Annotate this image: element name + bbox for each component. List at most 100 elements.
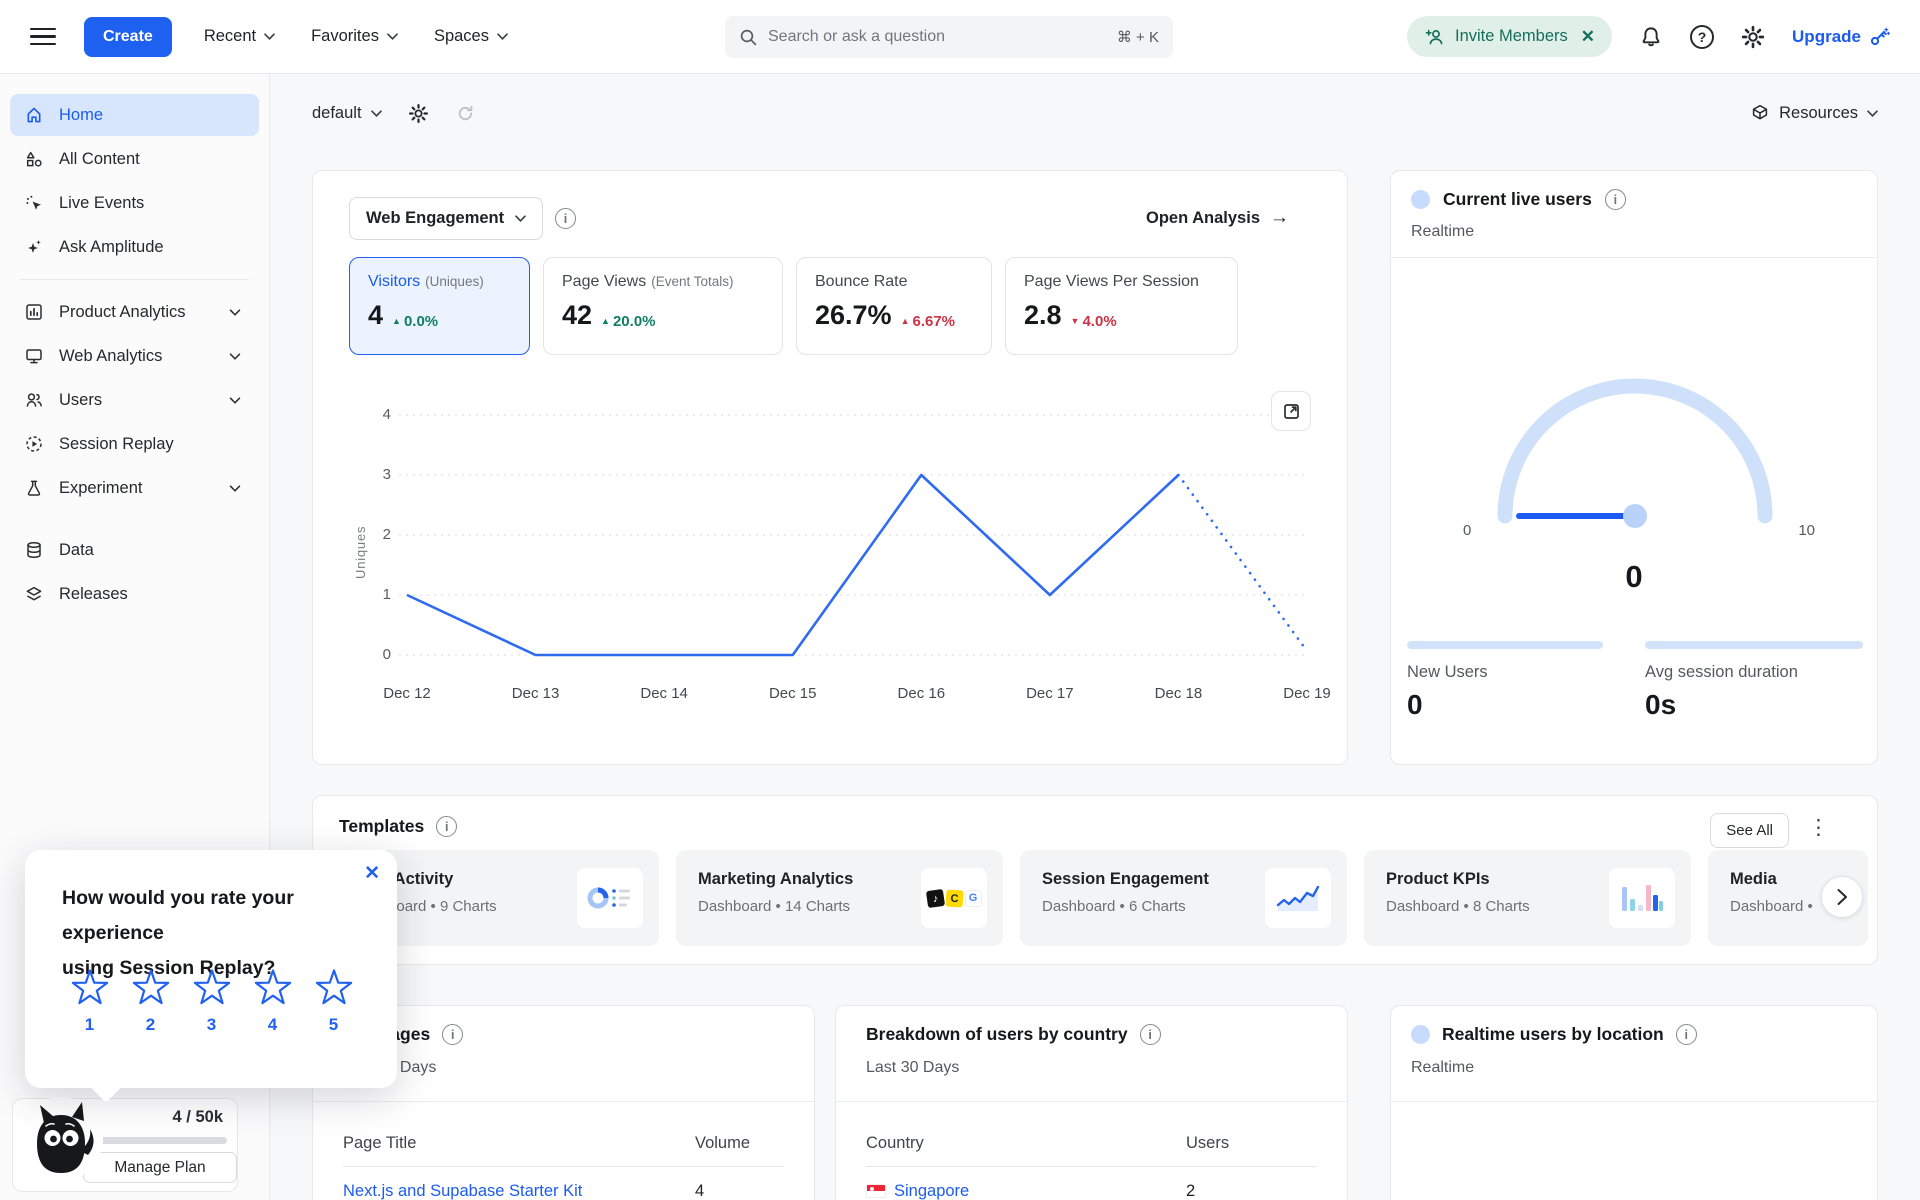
close-icon[interactable]: ✕ <box>364 863 380 884</box>
table-row-users: 2 <box>1186 1182 1196 1200</box>
kebab-menu-icon[interactable]: ⋮ <box>1808 816 1829 839</box>
search-input[interactable] <box>768 28 1107 46</box>
chevron-down-icon <box>229 308 241 316</box>
table-row-page-link[interactable]: Next.js and Supabase Starter Kit <box>343 1182 583 1200</box>
sparkle-icon <box>28 240 41 253</box>
templates-scroll-next-button[interactable] <box>1821 876 1863 918</box>
metric-tab-page-views[interactable]: Page Views (Event Totals) 42 ▲ 20.0% <box>543 257 783 355</box>
info-icon[interactable] <box>555 208 576 229</box>
sidebar-item-live-events[interactable]: Live Events <box>10 182 259 224</box>
template-card-marketing-analytics[interactable]: Marketing Analytics Dashboard • 14 Chart… <box>676 850 1003 946</box>
sidebar-item-releases[interactable]: Releases <box>10 573 259 615</box>
sidebar-item-session-replay[interactable]: Session Replay <box>10 423 259 465</box>
divider <box>1391 1101 1877 1102</box>
info-icon[interactable] <box>436 816 458 837</box>
amplitude-mascot[interactable] <box>16 1093 108 1189</box>
line-chart-thumbnail-icon <box>1265 868 1331 928</box>
chevron-right-icon <box>1837 889 1847 905</box>
see-all-button[interactable]: See All <box>1710 813 1789 848</box>
live-users-gauge: 0 10 <box>1463 356 1815 539</box>
notifications-bell-icon[interactable] <box>1639 25 1663 49</box>
favorites-menu[interactable]: Favorites <box>311 27 398 46</box>
spaces-menu[interactable]: Spaces <box>434 27 508 46</box>
refresh-icon[interactable] <box>455 103 476 124</box>
metric-tab-bounce-rate[interactable]: Bounce Rate 26.7% ▲ 6.67% <box>796 257 992 355</box>
star-icon <box>315 969 352 1005</box>
world-map <box>1391 1176 1878 1200</box>
web-engagement-selector[interactable]: Web Engagement <box>349 197 544 240</box>
chevron-down-icon <box>387 33 398 40</box>
help-icon[interactable]: ? <box>1690 24 1715 49</box>
database-icon <box>27 541 41 559</box>
rating-star-3[interactable]: 3 <box>191 968 232 1035</box>
donut-list-thumbnail-icon <box>577 868 643 928</box>
metric-tabs: Visitors (Uniques) 4 ▲ 0.0% Page Views (Even… <box>349 257 1238 355</box>
gauge-max-label: 10 <box>1798 522 1815 539</box>
board-selector-dropdown[interactable]: default <box>312 104 382 123</box>
info-icon[interactable] <box>1604 189 1626 210</box>
search-icon <box>740 29 757 45</box>
x-tick-label: Dec 18 <box>1154 685 1203 702</box>
sidebar-item-web-analytics[interactable]: Web Analytics <box>10 335 259 377</box>
settings-gear-icon[interactable] <box>1741 25 1765 49</box>
rating-star-4[interactable]: 4 <box>252 968 293 1035</box>
country-breakdown-card: Breakdown of users by country Last 30 Da… <box>835 1005 1348 1200</box>
create-button[interactable]: Create <box>84 16 172 57</box>
sidebar-item-product-analytics[interactable]: Product Analytics <box>10 291 259 333</box>
metric-delta: ▲ 20.0% <box>601 312 656 330</box>
manage-plan-button[interactable]: Manage Plan <box>83 1152 237 1183</box>
cursor-spark-icon <box>26 195 41 210</box>
table-header-divider <box>343 1166 784 1167</box>
invite-dismiss-icon[interactable]: ✕ <box>1580 26 1596 46</box>
rating-star-5[interactable]: 5 <box>313 968 354 1035</box>
shapes-icon <box>26 151 42 167</box>
sidebar-item-data[interactable]: Data <box>10 529 259 571</box>
stat-value: 0s <box>1645 689 1677 720</box>
table-row-volume: 4 <box>695 1182 705 1200</box>
info-icon[interactable] <box>1675 1024 1697 1045</box>
chevron-down-icon <box>497 33 508 40</box>
rating-star-1[interactable]: 1 <box>69 968 110 1035</box>
sidebar-item-all-content[interactable]: All Content <box>10 138 259 180</box>
y-tick-label: 4 <box>382 406 391 423</box>
chevron-down-icon <box>229 396 241 404</box>
navbar-right-group: Invite Members ✕ ? Upgrade <box>1406 16 1890 57</box>
upgrade-button[interactable]: Upgrade <box>1792 26 1890 48</box>
country-link[interactable]: Singapore <box>894 1182 970 1200</box>
info-icon[interactable] <box>442 1024 464 1045</box>
y-tick-label: 0 <box>382 646 391 663</box>
expand-chart-button[interactable] <box>1271 391 1311 431</box>
hamburger-menu-icon[interactable] <box>30 27 56 46</box>
sidebar-item-users[interactable]: Users <box>10 379 259 421</box>
template-card-product-kpis[interactable]: Product KPIs Dashboard • 8 Charts <box>1364 850 1691 946</box>
metric-tab-visitors[interactable]: Visitors (Uniques) 4 ▲ 0.0% <box>349 257 530 355</box>
main-content: default Resources Web Engagement Open An… <box>270 74 1920 1200</box>
table-row-country: Singapore <box>866 1182 969 1200</box>
y-tick-label: 2 <box>382 526 391 543</box>
sidebar-item-home[interactable]: Home <box>10 94 259 136</box>
metric-value: 4 <box>368 300 384 330</box>
x-tick-label: Dec 17 <box>1026 685 1074 702</box>
table-header-divider <box>866 1166 1317 1167</box>
recent-menu[interactable]: Recent <box>204 27 275 46</box>
invite-members-button[interactable]: Invite Members ✕ <box>1406 16 1613 57</box>
home-icon <box>27 107 41 123</box>
board-settings-gear-icon[interactable] <box>408 103 429 124</box>
template-card-session-engagement[interactable]: Session Engagement Dashboard • 6 Charts <box>1020 850 1347 946</box>
open-analysis-button[interactable]: Open Analysis → <box>1145 207 1289 228</box>
chevron-down-icon <box>264 33 275 40</box>
global-search[interactable]: ⌘ + K <box>725 16 1173 58</box>
x-tick-label: Dec 14 <box>640 685 688 702</box>
section-title: Templates <box>339 816 425 836</box>
metric-tab-page-views-per-session[interactable]: Page Views Per Session 2.8 ▼ 4.0% <box>1005 257 1238 355</box>
column-header-users: Users <box>1186 1134 1230 1152</box>
resources-dropdown[interactable]: Resources <box>1750 103 1878 123</box>
sidebar-item-experiment[interactable]: Experiment <box>10 467 259 509</box>
sidebar-item-ask-amplitude[interactable]: Ask Amplitude <box>10 226 259 268</box>
info-icon[interactable] <box>1139 1024 1161 1045</box>
stat-value: 0 <box>1407 689 1423 720</box>
visitors-trend-line <box>406 473 1180 657</box>
x-tick-label: Dec 15 <box>768 685 817 702</box>
rating-star-2[interactable]: 2 <box>130 968 171 1035</box>
current-live-users-card: Current live users Realtime 0 10 0 New U… <box>1390 170 1878 765</box>
